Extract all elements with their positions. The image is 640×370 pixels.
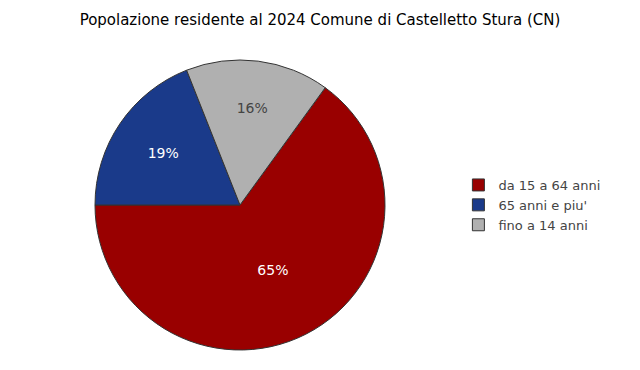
- svg-text:fino a 14 anni: fino a 14 anni: [498, 218, 587, 233]
- svg-text:16%: 16%: [237, 100, 268, 116]
- svg-text:65 anni e piu': 65 anni e piu': [498, 198, 587, 213]
- svg-text:Popolazione residente al 2024: Popolazione residente al 2024 Comune di …: [80, 11, 561, 29]
- svg-text:65%: 65%: [257, 262, 288, 278]
- svg-text:da 15 a 64 anni: da 15 a 64 anni: [498, 178, 600, 193]
- svg-text:19%: 19%: [148, 145, 179, 161]
